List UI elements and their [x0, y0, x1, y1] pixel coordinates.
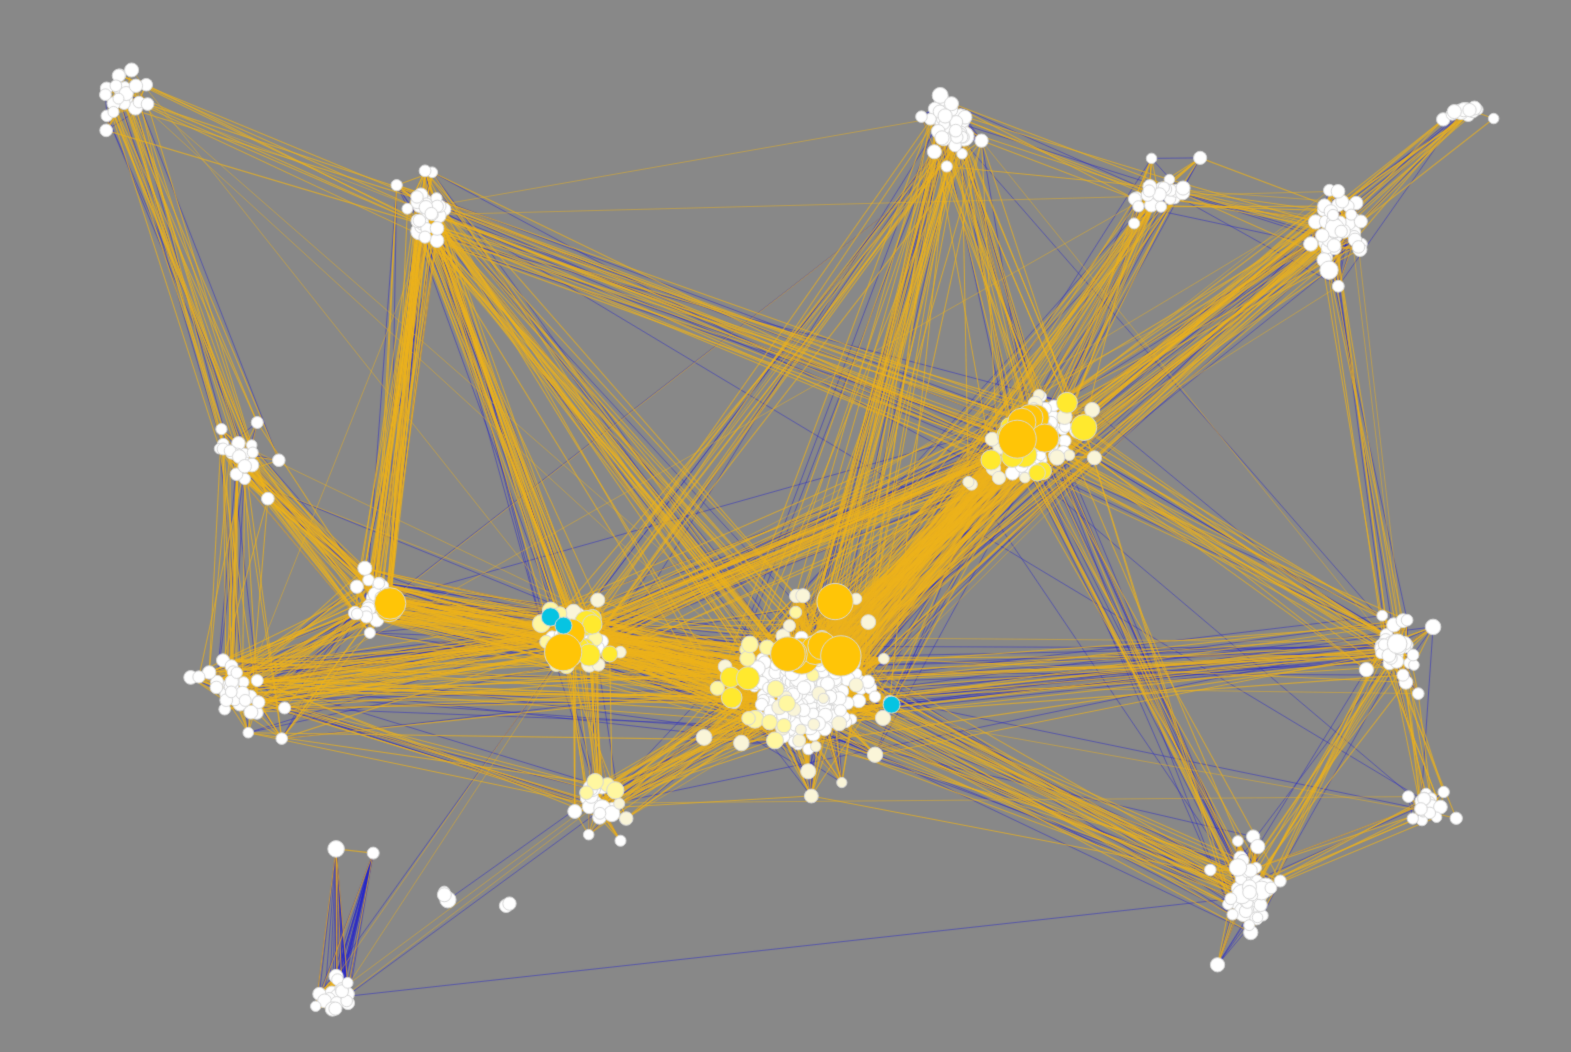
- graph-visualization: [0, 0, 1571, 1052]
- network-graph-canvas[interactable]: [0, 0, 1571, 1052]
